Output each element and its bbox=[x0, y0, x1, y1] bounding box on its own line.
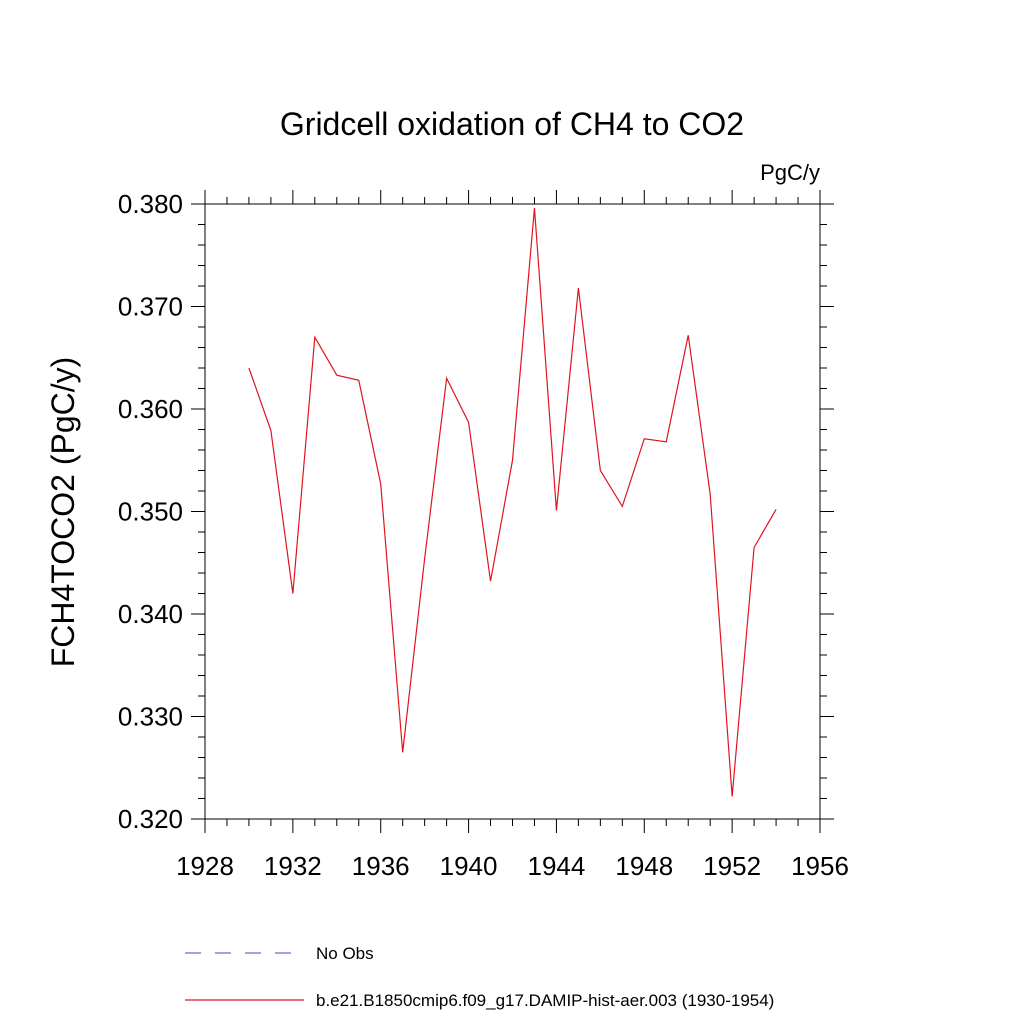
y-tick-label: 0.360 bbox=[118, 394, 183, 424]
x-tick-label: 1956 bbox=[791, 851, 849, 881]
x-tick-label: 1952 bbox=[703, 851, 761, 881]
units-label: PgC/y bbox=[760, 160, 820, 185]
series-line bbox=[248, 208, 777, 797]
y-tick-label: 0.320 bbox=[118, 804, 183, 834]
y-axis-ticks: 0.320 0.330 0.340 0.350 0.360 0.370 0.380 bbox=[118, 189, 834, 834]
y-tick-label: 0.370 bbox=[118, 292, 183, 322]
chart-title: Gridcell oxidation of CH4 to CO2 bbox=[280, 106, 744, 142]
legend-label-no-obs: No Obs bbox=[316, 944, 374, 963]
y-axis-label: FCH4TOCO2 (PgC/y) bbox=[45, 357, 81, 668]
y-tick-label: 0.350 bbox=[118, 497, 183, 527]
plot-border bbox=[204, 203, 821, 820]
legend-label-model-run: b.e21.B1850cmip6.f09_g17.DAMIP-hist-aer.… bbox=[316, 991, 774, 1010]
y-tick-label: 0.340 bbox=[118, 599, 183, 629]
x-tick-label: 1940 bbox=[440, 851, 498, 881]
x-tick-label: 1936 bbox=[352, 851, 410, 881]
y-tick-label: 0.330 bbox=[118, 702, 183, 732]
x-tick-label: 1928 bbox=[176, 851, 234, 881]
series-layer bbox=[248, 208, 777, 797]
x-tick-label: 1948 bbox=[615, 851, 673, 881]
x-tick-label: 1944 bbox=[528, 851, 586, 881]
plot-frame bbox=[204, 203, 821, 820]
legend: No Obs b.e21.B1850cmip6.f09_g17.DAMIP-hi… bbox=[185, 944, 774, 1010]
x-axis-ticks: 1928 1932 1936 1940 1944 1948 1952 1956 bbox=[176, 190, 849, 881]
x-tick-label: 1932 bbox=[264, 851, 322, 881]
y-tick-label: 0.380 bbox=[118, 189, 183, 219]
